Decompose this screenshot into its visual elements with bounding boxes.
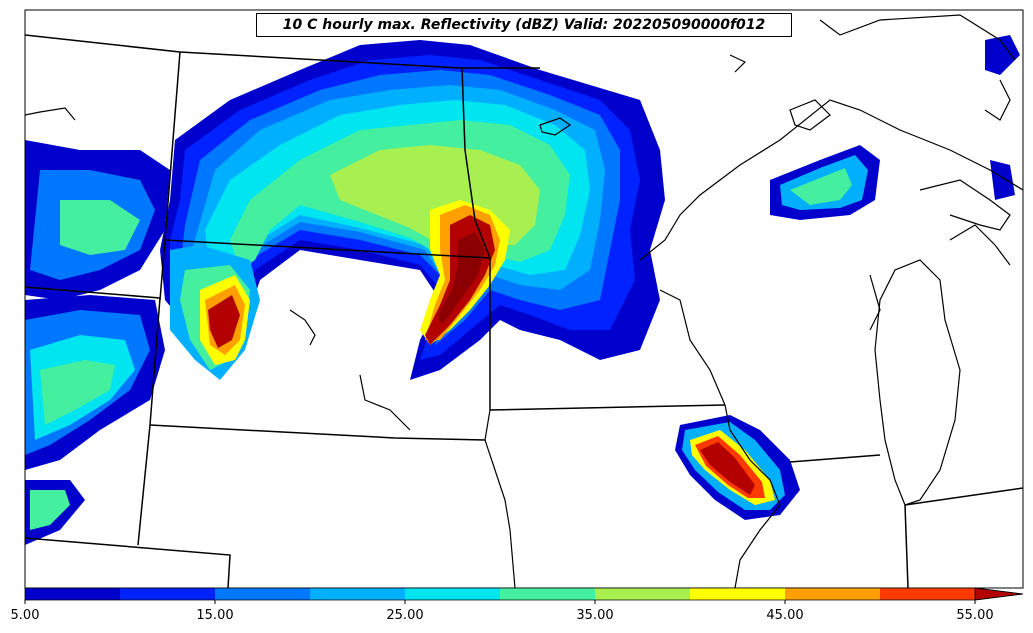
- colorbar-segment: [310, 588, 406, 600]
- colorbar-tick-label: 5.00: [10, 608, 40, 623]
- colorbar-segment: [25, 588, 121, 600]
- great-lakes-outline: [819, 14, 1016, 231]
- colorbar-tick-label: 15.00: [196, 608, 234, 623]
- map-area: [25, 10, 1023, 588]
- state-borders: [25, 34, 1023, 588]
- colorbar-tick-label: 45.00: [766, 608, 804, 623]
- colorbar-segment: [690, 588, 786, 600]
- colorbar-segment: [595, 588, 691, 600]
- colorbar-tick-label: 25.00: [386, 608, 424, 623]
- map-title: 10 C hourly max. Reflectivity (dBZ) Vali…: [256, 13, 792, 37]
- colorbar-tick-label: 35.00: [576, 608, 614, 623]
- colorbar-tick-label: 55.00: [956, 608, 994, 623]
- colorbar-segment: [785, 588, 881, 600]
- colorbar-segment: [500, 588, 596, 600]
- colorbar-segment: [215, 588, 311, 600]
- echo-region-michigan: [770, 35, 1020, 220]
- colorbar-extend-arrow: [974, 587, 1024, 601]
- rivers-coastlines: [25, 54, 1023, 588]
- colorbar-segment: [880, 588, 976, 600]
- echo-region-dakotas: [25, 40, 665, 545]
- colorbar-segment: [405, 588, 501, 600]
- colorbar: [24, 587, 1024, 604]
- echo-region-iowa: [675, 415, 800, 520]
- colorbar-segment: [120, 588, 216, 600]
- colorbar-outline: [24, 587, 1024, 601]
